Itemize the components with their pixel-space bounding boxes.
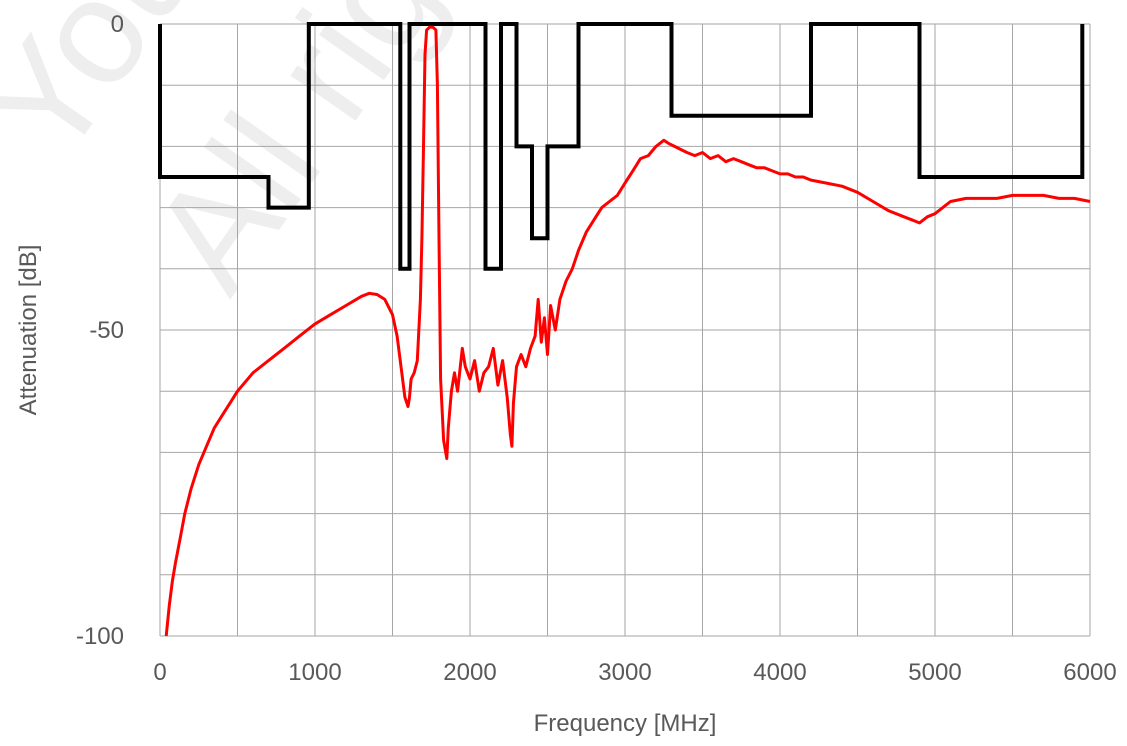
x-tick-label: 5000 — [908, 659, 961, 686]
y-tick-label: -100 — [76, 623, 124, 650]
x-tick-label: 3000 — [598, 659, 651, 686]
grid — [159, 23, 1091, 637]
y-tick-label: 0 — [111, 11, 124, 38]
y-axis-ticks: 0 -50 -100 — [76, 11, 124, 650]
watermark: You All right — [0, 0, 543, 318]
x-axis-ticks: 0 1000 2000 3000 4000 5000 6000 — [153, 659, 1116, 686]
attenuation-response-line — [164, 25, 1091, 637]
x-tick-label: 2000 — [443, 659, 496, 686]
series-layer — [158, 22, 1091, 637]
x-tick-label: 4000 — [753, 659, 806, 686]
spec-mask-line — [158, 22, 1085, 271]
y-tick-label: -50 — [89, 317, 124, 344]
x-tick-label: 0 — [153, 659, 166, 686]
x-axis-title: Frequency [MHz] — [534, 710, 717, 737]
x-tick-label: 6000 — [1063, 659, 1116, 686]
y-axis-title: Attenuation [dB] — [15, 245, 42, 416]
x-tick-label: 1000 — [288, 659, 341, 686]
